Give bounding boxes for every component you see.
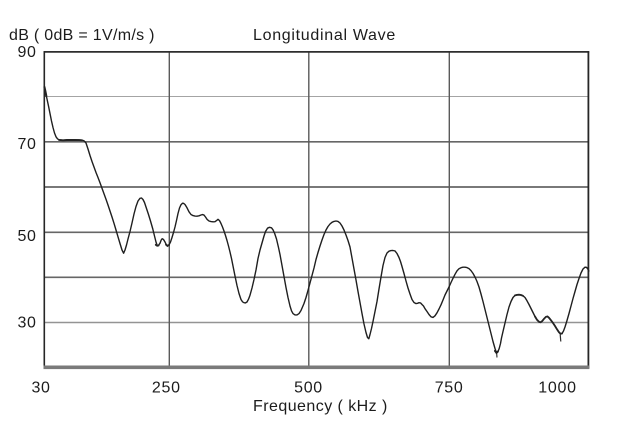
svg-text:dB ( 0dB = 1V/m/s ): dB ( 0dB = 1V/m/s ) <box>9 27 155 44</box>
svg-text:70: 70 <box>18 136 37 153</box>
svg-text:500: 500 <box>294 380 323 397</box>
svg-text:1000: 1000 <box>538 380 576 397</box>
svg-text:750: 750 <box>435 380 464 397</box>
svg-text:50: 50 <box>18 228 37 245</box>
svg-text:Longitudinal Wave: Longitudinal Wave <box>253 27 396 44</box>
svg-text:Frequency ( kHz ): Frequency ( kHz ) <box>253 398 388 415</box>
svg-text:30: 30 <box>18 315 37 332</box>
svg-text:90: 90 <box>18 44 37 61</box>
svg-text:30: 30 <box>32 380 51 397</box>
svg-text:250: 250 <box>152 380 181 397</box>
